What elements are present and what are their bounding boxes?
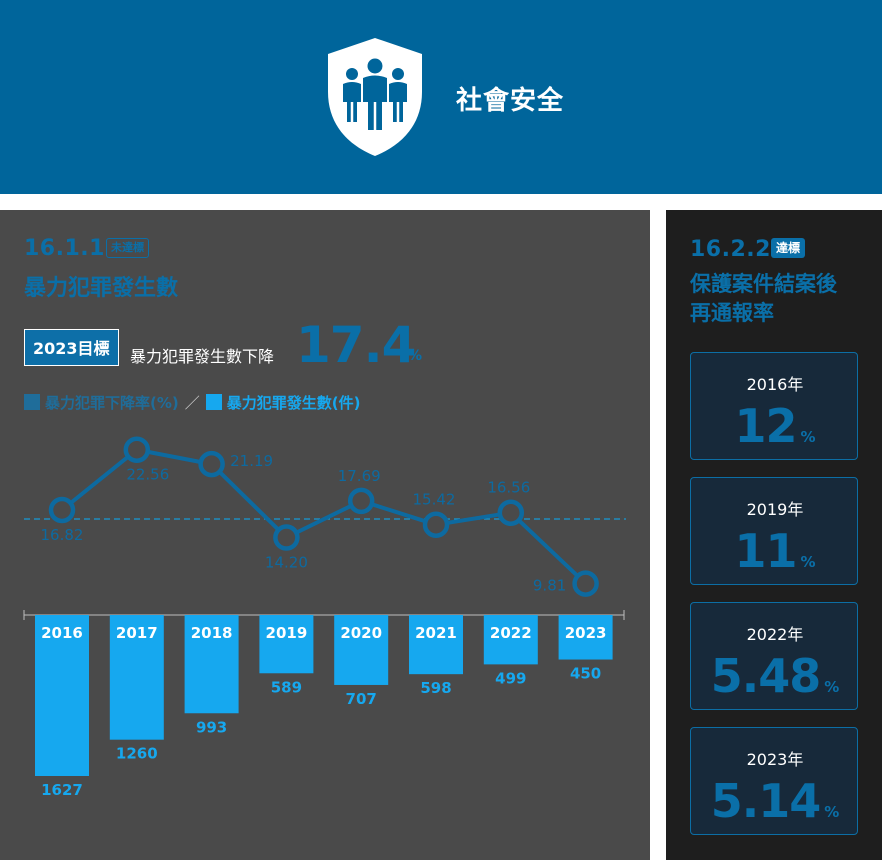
chart-legend: 暴力犯罪下降率(%) ／ 暴力犯罪發生數(件) — [24, 392, 360, 412]
count-bar — [334, 615, 389, 685]
count-label: 707 — [346, 690, 377, 708]
indicator-title-line1: 保護案件結案後 — [690, 272, 837, 296]
stat-card: 2019年 11% — [690, 477, 858, 585]
rate-point — [572, 570, 599, 597]
shield-people-icon — [328, 38, 422, 156]
rate-label: 21.19 — [230, 452, 273, 470]
rate-point — [422, 511, 450, 538]
target-text: 暴力犯罪發生數下降 — [130, 347, 275, 366]
stat-value: 5.48 — [710, 649, 821, 703]
count-bar — [259, 615, 314, 674]
status-badge-right: 達標 — [771, 238, 806, 258]
year-label: 2017 — [116, 624, 158, 642]
year-label: 2016 — [41, 624, 83, 642]
stat-value: 5.14 — [710, 774, 821, 828]
stat-year: 2022年 — [746, 625, 804, 644]
indicator-code-right: 16.2.2 — [690, 237, 771, 262]
count-label: 598 — [420, 679, 451, 697]
rate-label: 16.56 — [487, 479, 530, 497]
legend-rate-swatch — [24, 394, 40, 410]
stat-year: 2019年 — [746, 500, 804, 519]
rate-label: 17.69 — [338, 467, 381, 485]
rate-point — [273, 524, 300, 551]
year-label: 2019 — [266, 624, 308, 642]
legend-count: 暴力犯罪發生數(件) — [205, 394, 361, 412]
count-bar — [483, 615, 538, 665]
page-title: 社會安全 — [456, 86, 565, 116]
stat-value-group: 12% — [691, 399, 859, 453]
indicator-title-line2: 再通報率 — [690, 301, 774, 325]
stat-value: 12 — [734, 399, 797, 453]
count-bar — [409, 615, 463, 675]
count-bar — [109, 615, 164, 740]
target-value: 17.4 — [296, 316, 416, 374]
count-label: 993 — [196, 718, 227, 736]
rate-label: 16.82 — [41, 526, 84, 544]
stat-card: 2023年 5.14% — [690, 727, 858, 835]
indicator-code: 16.1.1 — [24, 236, 105, 261]
stat-card: 2016年 12% — [690, 352, 858, 460]
count-bar — [558, 615, 613, 660]
stat-unit: % — [824, 803, 840, 821]
status-badge: 未達標 — [106, 238, 149, 258]
count-label: 1260 — [116, 745, 158, 763]
year-label: 2022 — [490, 624, 532, 642]
legend-rate: 暴力犯罪下降率(%) — [24, 394, 179, 412]
header-banner: 社會安全 — [0, 0, 882, 194]
rate-label: 22.56 — [126, 466, 169, 484]
count-label: 450 — [570, 665, 601, 683]
rate-point — [123, 436, 151, 463]
indicator-title-right: 保護案件結案後 再通報率 — [690, 270, 870, 328]
indicator-title: 暴力犯罪發生數 — [24, 276, 179, 301]
legend-separator: ／ — [184, 394, 200, 412]
stat-unit: % — [800, 428, 816, 446]
stat-value-group: 11% — [691, 524, 859, 578]
violent-crime-panel — [0, 210, 650, 860]
legend-count-label: 暴力犯罪發生數(件) — [226, 394, 361, 412]
rate-point — [48, 496, 76, 524]
target-unit: % — [408, 348, 423, 364]
count-label: 1627 — [41, 781, 83, 799]
stat-value-group: 5.48% — [691, 649, 859, 703]
rate-label: 9.81 — [533, 577, 566, 595]
stat-card: 2022年 5.48% — [690, 602, 858, 710]
stat-unit: % — [824, 678, 840, 696]
stat-unit: % — [800, 553, 816, 571]
year-label: 2020 — [340, 624, 382, 642]
rate-point — [347, 487, 375, 515]
year-label: 2023 — [565, 624, 607, 642]
stat-year: 2016年 — [746, 375, 804, 394]
stat-value-group: 5.14% — [691, 774, 859, 828]
legend-count-swatch — [205, 394, 222, 410]
rate-label: 14.20 — [265, 554, 308, 572]
count-label: 589 — [271, 678, 302, 696]
year-label: 2021 — [415, 624, 457, 642]
stat-value: 11 — [734, 524, 797, 578]
count-bar — [35, 615, 89, 776]
stat-year: 2023年 — [746, 750, 804, 769]
count-bar — [184, 615, 239, 714]
rate-label: 15.42 — [413, 491, 456, 509]
rate-point — [198, 450, 225, 478]
count-label: 499 — [495, 669, 526, 687]
legend-rate-label: 暴力犯罪下降率(%) — [45, 394, 179, 412]
target-label: 2023目標 — [24, 329, 119, 366]
rate-point — [497, 499, 525, 526]
crime-chart: 16.82 22.56 21.19 14.20 17.69 15.42 16.56 9.81 2… — [23, 436, 626, 799]
year-label: 2018 — [191, 624, 233, 642]
